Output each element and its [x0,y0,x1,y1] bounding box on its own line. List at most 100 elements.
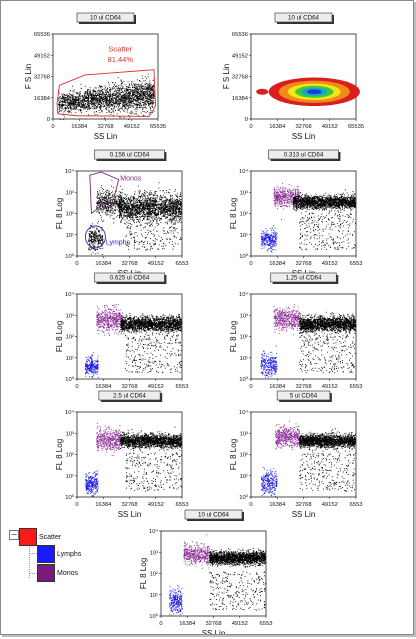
event-dot [112,104,113,105]
event-dot [144,111,145,112]
event-dot [126,99,127,100]
event-dot [116,99,117,100]
event-dot [145,102,146,103]
event-dot [112,106,113,107]
event-dot [114,202,115,203]
event-dot [138,86,139,87]
event-dot [168,233,169,234]
event-dot [145,197,146,198]
event-dot [145,191,146,192]
event-dot [139,96,140,97]
event-dot [150,249,151,250]
event-dot [87,90,88,91]
event-dot [142,90,143,91]
event-dot [93,252,94,253]
event-dot [162,239,163,240]
event-dot [97,196,98,197]
event-dot [126,210,127,211]
event-dot [112,197,113,198]
event-dot [181,203,182,204]
event-dot [147,224,148,225]
event-dot [170,201,171,202]
event-dot [120,216,121,217]
event-dot [137,216,138,217]
event-dot [150,200,151,201]
event-dot [85,93,86,94]
event-dot [166,202,167,203]
event-dot [93,239,94,240]
event-dot [105,104,106,105]
event-dot [170,203,171,204]
event-dot [137,79,138,80]
event-dot [113,115,114,116]
event-dot [146,78,147,79]
event-dot [118,103,119,104]
event-dot [178,207,179,208]
event-dot [106,90,107,91]
event-dot [91,107,92,108]
event-dot [116,91,117,92]
event-dot [125,210,126,211]
event-dot [115,201,116,202]
plot-area[interactable] [251,171,356,256]
event-dot [97,246,98,247]
event-dot [80,103,81,104]
event-dot [152,211,153,212]
event-dot [154,214,155,215]
event-dot [148,74,149,75]
event-dot [136,113,137,114]
event-dot [92,92,93,93]
event-dot [172,244,173,245]
event-dot [163,212,164,213]
event-dot [106,213,107,214]
event-dot [112,98,113,99]
event-dot [122,95,123,96]
event-dot [129,233,130,234]
event-dot [112,102,113,103]
event-dot [73,102,74,103]
event-dot [99,232,100,233]
event-dot [146,108,147,109]
event-dot [131,206,132,207]
x-tick-label: 0 [249,124,252,130]
event-dot [145,91,146,92]
event-dot [137,211,138,212]
event-dot [98,200,99,201]
event-dot [68,110,69,111]
event-dot [150,87,151,88]
event-dot [146,91,147,92]
event-dot [108,195,109,196]
event-dot [119,96,120,97]
event-dot [118,201,119,202]
event-dot [131,214,132,215]
event-dot [114,203,115,204]
event-dot [135,242,136,243]
event-dot [161,210,162,211]
event-dot [172,218,173,219]
event-dot [148,206,149,207]
event-dot [172,241,173,242]
event-dot [133,90,134,91]
event-dot [113,187,114,188]
event-dot [163,203,164,204]
event-dot [105,96,106,97]
event-dot [113,218,114,219]
event-dot [125,215,126,216]
event-dot [121,217,122,218]
event-dot [134,248,135,249]
event-dot [130,228,131,229]
event-dot [161,197,162,198]
plot-area[interactable] [251,34,356,119]
event-dot [129,220,130,221]
event-dot [99,110,100,111]
event-dot [119,196,120,197]
event-dot [130,226,131,227]
event-dot [89,93,90,94]
event-dot [157,209,158,210]
event-dot [93,244,94,245]
event-dot [69,104,70,105]
event-dot [109,84,110,85]
event-dot [67,111,68,112]
event-dot [169,192,170,193]
event-dot [162,201,163,202]
